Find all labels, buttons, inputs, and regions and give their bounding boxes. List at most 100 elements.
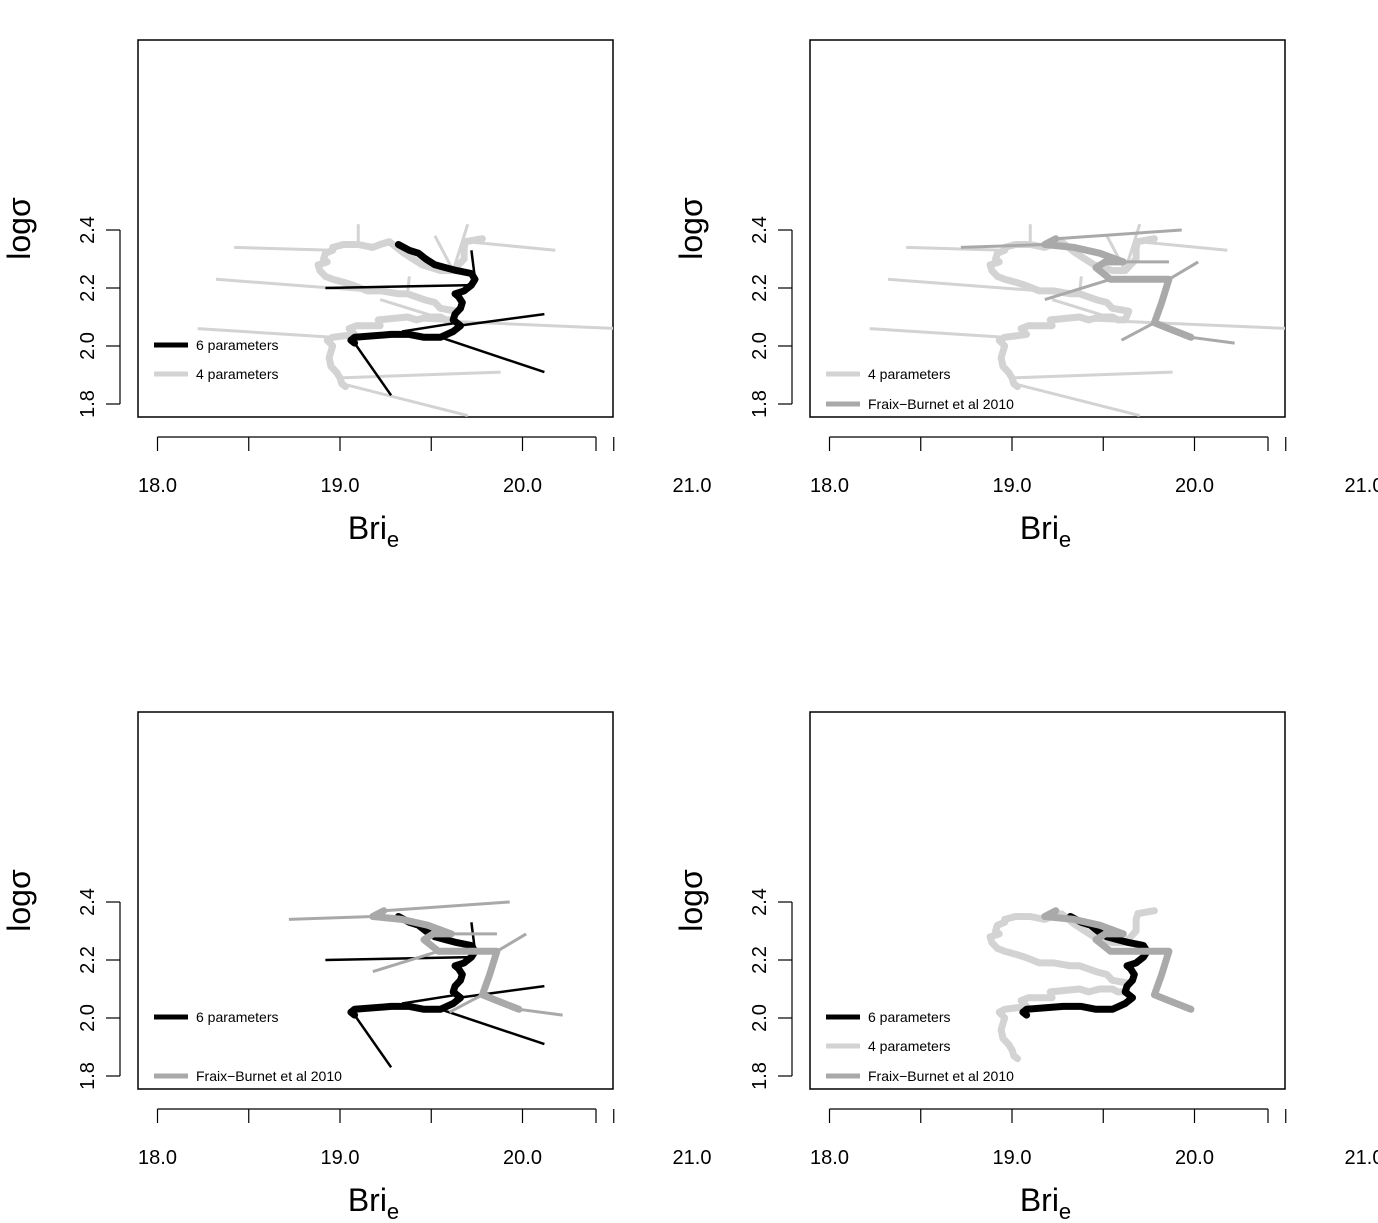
series-four-whisker xyxy=(1013,382,1141,417)
x-tick-label: 19.0 xyxy=(321,1147,360,1169)
plot-area xyxy=(197,223,613,417)
plot-frame xyxy=(809,711,1286,1090)
x-tick-label: 18.0 xyxy=(138,1147,177,1169)
y-tick-label: 2.2 xyxy=(749,274,771,302)
legend-label-six: 6 parameters xyxy=(196,337,278,353)
series-fraix-whisker xyxy=(372,949,439,974)
y-tick-label: 1.8 xyxy=(749,390,771,418)
x-axis-title-subscript: e xyxy=(1059,527,1071,552)
series-four-whisker xyxy=(451,223,470,272)
y-axis-title: logσ xyxy=(673,197,709,260)
y-tick-label: 1.8 xyxy=(749,1062,771,1090)
series-six-whisker xyxy=(401,993,457,1005)
series-fraix-whisker xyxy=(518,1007,563,1017)
legend: 4 parameters Fraix−Burnet et al 2010 xyxy=(826,366,1014,412)
y-tick-label: 2.4 xyxy=(749,888,771,916)
x-tick-label: 20.0 xyxy=(1175,475,1214,497)
x-tick-label: 19.0 xyxy=(993,1147,1032,1169)
series-six-whisker xyxy=(353,342,393,397)
series-four-whisker xyxy=(433,235,455,272)
legend: 6 parameters 4 parameters Fraix−Burnet et … xyxy=(826,1009,1014,1084)
x-axis-title: Brie xyxy=(348,510,399,552)
series-six-whisker xyxy=(353,1014,393,1069)
legend-label-six: 6 parameters xyxy=(868,1009,950,1025)
x-tick-label: 21.0 xyxy=(1345,1147,1378,1169)
series-six-path xyxy=(1019,913,1151,1019)
series-six-whisker xyxy=(401,321,457,333)
series-fraix-whisker xyxy=(1044,277,1111,302)
series-fraix xyxy=(960,228,1235,345)
y-tick-label: 2.4 xyxy=(77,888,99,916)
legend-label-six: 6 parameters xyxy=(196,1009,278,1025)
series-four-whisker xyxy=(341,382,469,417)
series-six-whisker xyxy=(325,955,472,962)
x-tick-label: 20.0 xyxy=(503,475,542,497)
legend-label-fraix: Fraix−Burnet et al 2010 xyxy=(868,396,1014,412)
y-tick-label: 2.2 xyxy=(77,274,99,302)
series-six-whisker xyxy=(458,312,545,327)
x-axis-title-subscript: e xyxy=(387,1199,399,1223)
x-axis-title-subscript: e xyxy=(387,527,399,552)
series-fraix-whisker xyxy=(448,993,484,1014)
y-tick-label: 2.0 xyxy=(749,1004,771,1032)
y-tick-label: 2.2 xyxy=(77,946,99,974)
series-four-whisker xyxy=(197,327,333,339)
series-four xyxy=(869,223,1285,417)
series-fraix-whisker xyxy=(1190,335,1235,345)
y-tick-label: 2.0 xyxy=(749,332,771,360)
series-four-whisker xyxy=(906,245,1005,252)
x-tick-label: 21.0 xyxy=(1345,475,1378,497)
series-six-whisker xyxy=(439,1008,545,1046)
series-four-whisker xyxy=(869,327,1005,339)
series-four-whisker xyxy=(1137,240,1228,252)
series-six xyxy=(1019,913,1151,1019)
x-tick-label: 20.0 xyxy=(1175,1147,1214,1169)
plot-area xyxy=(986,907,1195,1063)
y-tick-label: 2.0 xyxy=(77,1004,99,1032)
plot-frame xyxy=(809,39,1286,418)
y-tick-label: 2.4 xyxy=(77,216,99,244)
x-axis-title: Brie xyxy=(1020,510,1071,552)
plot-area xyxy=(869,223,1285,417)
series-six-path xyxy=(347,913,479,1019)
series-four-whisker xyxy=(1011,370,1173,380)
series-four-whisker xyxy=(339,370,501,380)
series-fraix xyxy=(1041,907,1195,1013)
series-six xyxy=(325,241,545,397)
series-fraix-whisker xyxy=(960,243,1045,249)
plot-frame xyxy=(137,39,614,418)
legend-label-four: 4 parameters xyxy=(868,366,950,382)
series-four-whisker xyxy=(465,240,556,252)
series-six xyxy=(325,913,545,1069)
legend-label-four: 4 parameters xyxy=(196,366,278,382)
x-tick-label: 18.0 xyxy=(138,475,177,497)
series-four xyxy=(197,223,613,417)
x-axis-title: Brie xyxy=(1020,1182,1071,1223)
series-six-path xyxy=(347,241,479,347)
panel-top-left: 18.0 19.0 20.0 21.0 1.8 2.0 2.2 2.4 Brie logσ 6 pa… xyxy=(1,39,712,552)
series-six-whisker xyxy=(439,336,545,374)
series-six-whisker xyxy=(458,984,545,999)
series-fraix-whisker xyxy=(1120,321,1156,342)
x-tick-label: 20.0 xyxy=(503,1147,542,1169)
y-tick-label: 2.2 xyxy=(749,946,771,974)
legend: 6 parameters Fraix−Burnet et al 2010 xyxy=(154,1009,342,1084)
x-tick-label: 21.0 xyxy=(673,1147,712,1169)
x-tick-label: 19.0 xyxy=(993,475,1032,497)
y-tick-label: 2.4 xyxy=(749,216,771,244)
series-fraix-path xyxy=(369,907,523,1013)
y-tick-label: 1.8 xyxy=(77,390,99,418)
x-axis-title-subscript: e xyxy=(1059,1199,1071,1223)
series-four-path xyxy=(314,235,486,391)
x-tick-label: 19.0 xyxy=(321,475,360,497)
y-axis-title: logσ xyxy=(1,197,37,260)
series-fraix xyxy=(288,900,563,1017)
series-fraix-whisker xyxy=(288,915,373,921)
series-fraix-path xyxy=(1041,235,1195,341)
legend-label-fraix: Fraix−Burnet et al 2010 xyxy=(868,1068,1014,1084)
plot-area xyxy=(288,900,563,1069)
y-axis-title: logσ xyxy=(673,869,709,932)
x-tick-label: 21.0 xyxy=(673,475,712,497)
legend-label-fraix: Fraix−Burnet et al 2010 xyxy=(196,1068,342,1084)
